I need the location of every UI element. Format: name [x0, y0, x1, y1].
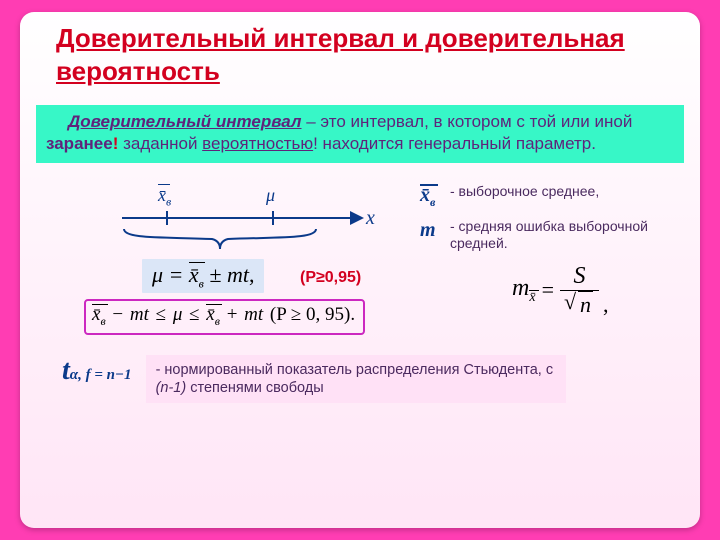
t-desc: - нормированный показатель распределения… — [146, 355, 566, 403]
tick-mu — [272, 211, 274, 225]
label-mu: μ — [266, 185, 275, 206]
f2-le1: ≤ — [149, 304, 173, 325]
fm-num: S — [560, 263, 599, 290]
legend-row-m: m - средняя ошибка выборочной средней. — [420, 218, 678, 253]
t-desc-post: степенями свободы — [186, 380, 323, 396]
fm-den: n — [560, 290, 599, 318]
f2-xbar1: x̄ — [92, 304, 100, 326]
f2-mt2: mt — [244, 304, 263, 325]
def-mid1: – это интервал, в котором с той или иной — [302, 112, 633, 131]
f1-xbar: x̄ — [189, 262, 199, 288]
sqrt-icon: n — [566, 292, 593, 318]
def-mid2: заданной — [118, 134, 202, 153]
f1-pm: ± — [204, 262, 227, 287]
axis-arrow-icon — [350, 211, 364, 225]
fm-lhs: mx̄ — [512, 275, 536, 306]
legend-sym-xv: x̄в — [420, 183, 450, 210]
definition-term: Доверительный интервал — [68, 112, 302, 131]
fm-frac: Sn — [560, 263, 599, 318]
slide-title: Доверительный интервал и доверительная в… — [42, 22, 678, 89]
t-row: tα, f = n−1 - нормированный показатель р… — [42, 355, 678, 403]
def-prob: вероятностью — [202, 134, 313, 153]
label-xv: x̄в — [158, 185, 171, 210]
f2-tail: (P ≥ 0, 95). — [263, 304, 357, 325]
f2-xbarsub1: в — [100, 314, 105, 328]
t-main: t — [62, 355, 70, 386]
formula-m: mx̄=Sn, — [512, 263, 608, 318]
t-symbol: tα, f = n−1 — [62, 355, 132, 387]
brace-icon — [122, 227, 318, 251]
f1-eq: = — [163, 262, 189, 287]
legend-sym-m: m — [420, 218, 450, 253]
legend: x̄в - выборочное среднее, m - средняя ош… — [420, 183, 678, 261]
f2-plus: + — [220, 304, 244, 325]
fm-msub: x̄ — [529, 290, 535, 306]
f2-mt1: mt — [130, 304, 149, 325]
t-sub: α, f = n−1 — [70, 367, 132, 383]
fm-n: n — [578, 291, 593, 317]
tick-xv — [166, 211, 168, 225]
xv-symbol: x̄ — [158, 185, 166, 205]
definition-box: Доверительный интервал – это интервал, в… — [36, 105, 684, 163]
slide-card: Доверительный интервал и доверительная в… — [20, 12, 700, 528]
fm-comma: , — [599, 292, 609, 318]
formula-inequality: x̄в − mt ≤ μ ≤ x̄в + mt (P ≥ 0, 95). — [84, 299, 365, 335]
mid-row: x̄в μ x x̄в - выборочное среднее, m - ср… — [42, 171, 678, 321]
legend-txt-xv: - выборочное среднее, — [450, 183, 678, 210]
fm-m: m — [512, 275, 529, 301]
number-line-diagram: x̄в μ x — [122, 177, 382, 267]
formula-main: μ = x̄в ± mt, — [142, 259, 264, 293]
def-tail: ! находится генеральный параметр. — [313, 134, 596, 153]
legend-sym-xv-main: x̄ — [420, 184, 430, 206]
f1-mu: μ — [152, 262, 163, 287]
xv-sub: в — [166, 194, 171, 208]
t-desc-pre: - нормированный показатель распределения… — [156, 362, 554, 378]
f1-mt: mt — [227, 262, 249, 287]
axis-line — [122, 217, 352, 219]
p-text: (Р≥0,95) — [300, 269, 361, 287]
f2-mu: μ — [173, 304, 183, 325]
legend-row-xv: x̄в - выборочное среднее, — [420, 183, 678, 210]
label-x: x — [366, 207, 375, 230]
f2-minus: − — [106, 304, 130, 325]
f2-xbar2: x̄ — [206, 304, 214, 326]
legend-txt-m: - средняя ошибка выборочной средней. — [450, 218, 678, 253]
f1-comma: , — [249, 262, 255, 287]
legend-sym-xv-sub: в — [430, 195, 435, 209]
t-desc-ital: (n-1) — [156, 380, 187, 396]
f2-le2: ≤ — [182, 304, 206, 325]
def-zaranee: заранее — [46, 134, 113, 153]
